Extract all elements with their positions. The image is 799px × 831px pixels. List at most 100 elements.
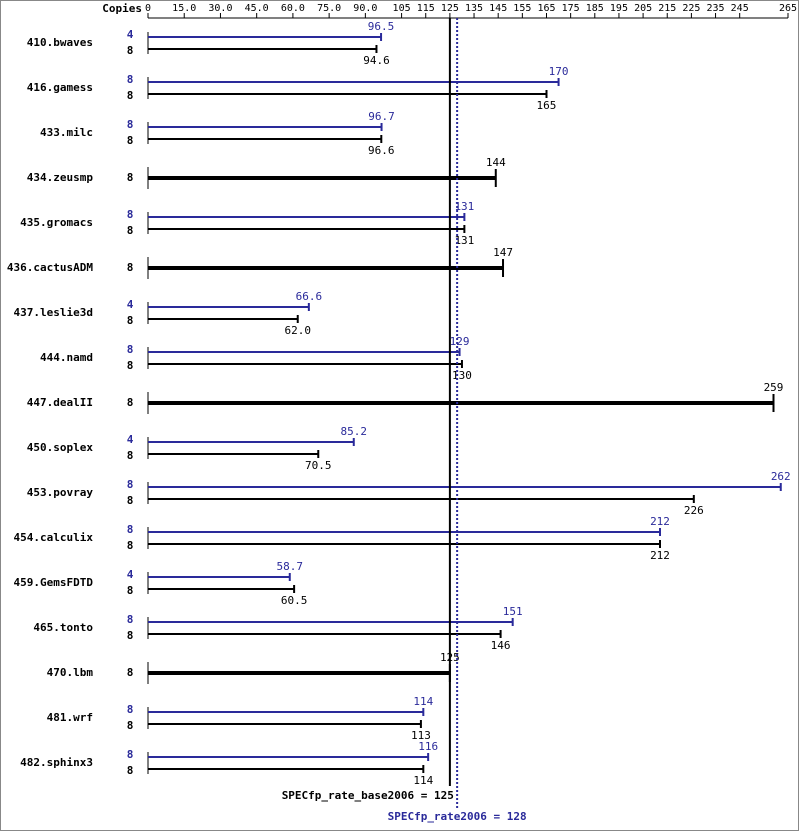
base-copies: 8 xyxy=(127,764,134,777)
base-copies: 8 xyxy=(127,314,134,327)
category-label: 450.soplex xyxy=(27,441,94,454)
x-tick-label: 175 xyxy=(562,3,580,14)
peak-value-label: 85.2 xyxy=(341,425,368,438)
x-tick-label: 90.0 xyxy=(353,3,377,14)
category-label: 444.namd xyxy=(40,351,93,364)
x-tick-label: 205 xyxy=(634,3,652,14)
category-label: 459.GemsFDTD xyxy=(14,576,94,589)
base-value-label: 259 xyxy=(764,381,784,394)
base-value-label: 113 xyxy=(411,729,431,742)
peak-copies: 8 xyxy=(127,703,134,716)
base-copies: 8 xyxy=(127,719,134,732)
base-value-label: 226 xyxy=(684,504,704,517)
x-tick-label: 115 xyxy=(417,3,435,14)
base-metric-label: SPECfp_rate_base2006 = 125 xyxy=(282,789,454,802)
x-tick-label: 135 xyxy=(465,3,483,14)
base-copies: 8 xyxy=(127,494,134,507)
peak-copies: 4 xyxy=(127,28,134,41)
x-tick-label: 265 xyxy=(779,3,797,14)
base-copies: 8 xyxy=(127,44,134,57)
base-value-label: 212 xyxy=(650,549,670,562)
base-copies: 8 xyxy=(127,224,134,237)
copies-header: Copies xyxy=(102,2,142,15)
base-copies: 8 xyxy=(127,171,134,184)
base-copies: 8 xyxy=(127,89,134,102)
base-value-label: 114 xyxy=(413,774,433,787)
base-copies: 8 xyxy=(127,584,134,597)
x-tick-label: 225 xyxy=(682,3,700,14)
base-copies: 8 xyxy=(127,396,134,409)
peak-copies: 4 xyxy=(127,298,134,311)
x-tick-label: 185 xyxy=(586,3,604,14)
peak-value-label: 170 xyxy=(549,65,569,78)
category-label: 482.sphinx3 xyxy=(20,756,93,769)
peak-copies: 4 xyxy=(127,433,134,446)
category-label: 434.zeusmp xyxy=(27,171,94,184)
category-label: 436.cactusADM xyxy=(7,261,93,274)
base-copies: 8 xyxy=(127,666,134,679)
base-value-label: 60.5 xyxy=(281,594,308,607)
x-tick-label: 45.0 xyxy=(245,3,269,14)
x-tick-label: 195 xyxy=(610,3,628,14)
x-tick-label: 75.0 xyxy=(317,3,341,14)
peak-metric-label: SPECfp_rate2006 = 128 xyxy=(388,810,527,823)
base-value-label: 96.6 xyxy=(368,144,395,157)
base-value-label: 62.0 xyxy=(284,324,311,337)
x-tick-label: 105 xyxy=(393,3,411,14)
peak-copies: 8 xyxy=(127,748,134,761)
peak-value-label: 262 xyxy=(771,470,791,483)
x-tick-label: 155 xyxy=(513,3,531,14)
category-label: 416.gamess xyxy=(27,81,93,94)
peak-value-label: 58.7 xyxy=(277,560,304,573)
peak-value-label: 131 xyxy=(454,200,474,213)
category-label: 433.milc xyxy=(40,126,93,139)
base-value-label: 130 xyxy=(452,369,472,382)
category-label: 435.gromacs xyxy=(20,216,93,229)
x-tick-label: 15.0 xyxy=(172,3,196,14)
x-tick-label: 245 xyxy=(731,3,749,14)
peak-copies: 8 xyxy=(127,118,134,131)
base-value-label: 131 xyxy=(454,234,474,247)
category-label: 453.povray xyxy=(27,486,94,499)
base-copies: 8 xyxy=(127,539,134,552)
base-copies: 8 xyxy=(127,261,134,274)
base-value-label: 70.5 xyxy=(305,459,332,472)
peak-value-label: 151 xyxy=(503,605,523,618)
peak-value-label: 212 xyxy=(650,515,670,528)
peak-copies: 8 xyxy=(127,613,134,626)
base-value-label: 147 xyxy=(493,246,513,259)
peak-copies: 8 xyxy=(127,343,134,356)
x-tick-label: 30.0 xyxy=(208,3,232,14)
base-value-label: 165 xyxy=(537,99,557,112)
peak-copies: 4 xyxy=(127,568,134,581)
base-copies: 8 xyxy=(127,134,134,147)
base-copies: 8 xyxy=(127,359,134,372)
category-label: 410.bwaves xyxy=(27,36,93,49)
x-tick-label: 60.0 xyxy=(281,3,305,14)
category-label: 470.lbm xyxy=(47,666,94,679)
x-tick-label: 0 xyxy=(145,3,151,14)
peak-value-label: 114 xyxy=(413,695,433,708)
base-value-label: 94.6 xyxy=(363,54,390,67)
category-label: 437.leslie3d xyxy=(14,306,93,319)
x-tick-label: 145 xyxy=(489,3,507,14)
x-tick-label: 215 xyxy=(658,3,676,14)
peak-copies: 8 xyxy=(127,208,134,221)
category-label: 447.dealII xyxy=(27,396,93,409)
base-copies: 8 xyxy=(127,629,134,642)
base-value-label: 144 xyxy=(486,156,506,169)
base-value-label: 146 xyxy=(491,639,511,652)
category-label: 481.wrf xyxy=(47,711,93,724)
base-copies: 8 xyxy=(127,449,134,462)
peak-copies: 8 xyxy=(127,73,134,86)
peak-value-label: 129 xyxy=(450,335,470,348)
peak-copies: 8 xyxy=(127,478,134,491)
peak-value-label: 66.6 xyxy=(296,290,323,303)
category-label: 454.calculix xyxy=(14,531,94,544)
peak-value-label: 96.5 xyxy=(368,20,395,33)
category-label: 465.tonto xyxy=(33,621,93,634)
x-tick-label: 125 xyxy=(441,3,459,14)
peak-value-label: 116 xyxy=(418,740,438,753)
